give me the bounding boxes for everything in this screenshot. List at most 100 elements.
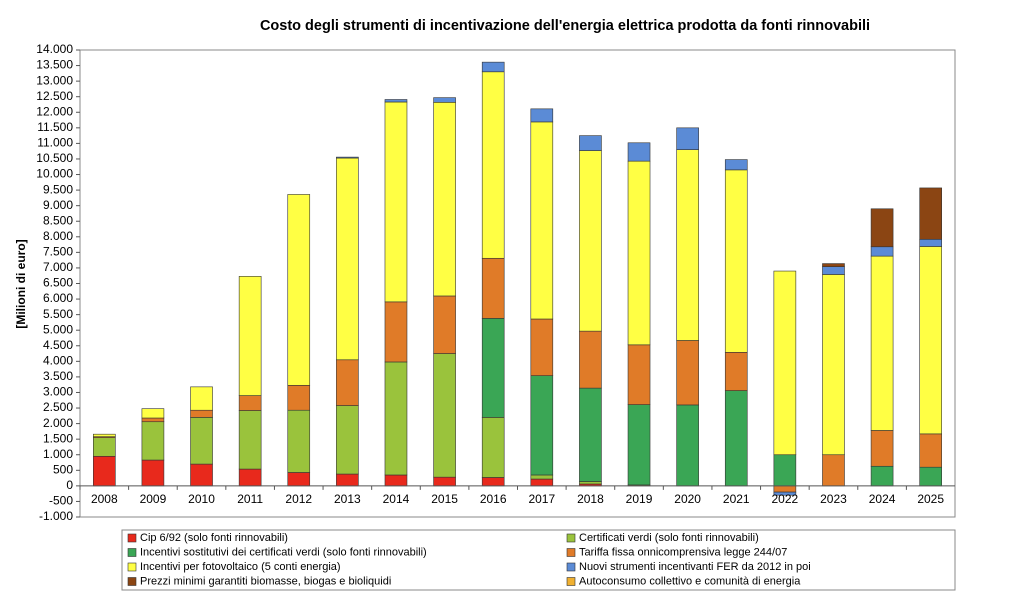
y-tick-label: 4.500: [43, 338, 73, 352]
x-tick-label: 2012: [285, 492, 312, 506]
x-tick-label: 2015: [431, 492, 458, 506]
bar-segment: [822, 274, 845, 456]
legend-swatch: [566, 562, 576, 572]
bar-segment: [822, 263, 845, 267]
bar-segment: [433, 102, 456, 297]
x-tick-label: 2023: [820, 492, 847, 506]
y-tick-label: 3.500: [43, 369, 73, 383]
bar-segment: [238, 468, 262, 487]
y-tick-label: 5.000: [43, 322, 73, 336]
bar-segment: [287, 409, 311, 473]
bar-segment: [238, 276, 262, 396]
bar-segment: [287, 194, 311, 386]
bar-segment: [919, 433, 942, 468]
x-tick-label: 2008: [91, 492, 118, 506]
bar-segment: [773, 454, 797, 487]
y-tick-label: 1.500: [43, 431, 73, 445]
bar-segment: [724, 390, 748, 487]
bar-segment: [530, 318, 554, 376]
y-tick-label: 8.000: [43, 229, 73, 243]
chart-title: Costo degli strumenti di incentivazione …: [260, 18, 870, 34]
legend-label: Incentivi sostitutivi dei certificati ve…: [140, 546, 427, 558]
legend-swatch: [566, 548, 576, 557]
x-tick-label: 2022: [772, 492, 799, 506]
bar-segment: [676, 127, 699, 150]
bar-segment: [579, 330, 602, 389]
x-tick-label: 2020: [674, 492, 701, 506]
y-tick-label: 2.500: [43, 400, 73, 414]
legend-label: Tariffa fissa onnicomprensiva legge 244/…: [579, 546, 787, 558]
bar-segment: [870, 208, 894, 248]
legend-swatch: [127, 533, 137, 543]
legend-label: Incentivi per fotovoltaico (5 conti ener…: [140, 561, 341, 573]
y-tick-label: 9.500: [43, 182, 73, 196]
bar-segment: [579, 481, 602, 485]
bar-segment: [141, 417, 165, 423]
y-tick-label: 2.000: [43, 416, 73, 430]
y-tick-label: 13.500: [36, 58, 73, 72]
bar-segment: [141, 421, 165, 461]
bar-segment: [870, 255, 894, 431]
bar-segment: [919, 187, 942, 240]
legend-box: [121, 529, 956, 591]
bar-segment: [287, 472, 311, 487]
legend-label: Autoconsumo collettivo e comunità di ene…: [579, 575, 801, 587]
bar-segment: [433, 295, 456, 354]
y-tick-label: 1.000: [43, 447, 73, 461]
bar-segment: [190, 463, 213, 487]
bar-segment: [530, 474, 554, 480]
bar-segment: [238, 395, 262, 411]
bar-segment: [93, 433, 116, 437]
y-tick-label: 4.000: [43, 354, 73, 368]
bar-segment: [433, 476, 456, 487]
bar-segment: [579, 135, 602, 151]
bar-segment: [579, 150, 602, 332]
bar-segment: [336, 359, 359, 406]
bar-segment: [190, 409, 213, 418]
bar-segment: [384, 474, 408, 487]
y-tick-label: 0: [66, 478, 73, 492]
legend-swatch: [127, 548, 137, 557]
bar-segment: [822, 266, 845, 275]
y-tick-label: 12.000: [36, 104, 73, 118]
x-tick-label: 2010: [188, 492, 215, 506]
bar-segment: [141, 459, 165, 487]
x-tick-label: 2013: [334, 492, 361, 506]
y-tick-label: 8.500: [43, 213, 73, 227]
x-tick-label: 2021: [723, 492, 750, 506]
bar-segment: [627, 160, 651, 346]
y-tick-label: 11.000: [37, 136, 73, 150]
legend-label: Nuovi strumenti incentivanti FER da 2012…: [579, 561, 811, 573]
legend-swatch: [127, 562, 137, 572]
x-tick-label: 2011: [237, 492, 263, 506]
bar-segment: [530, 108, 554, 123]
bar-segment: [676, 149, 699, 341]
bar-segment: [141, 408, 165, 419]
y-tick-label: 11.500: [37, 120, 73, 134]
bar-segment: [870, 246, 894, 257]
bar-segment: [724, 352, 748, 391]
y-tick-label: 500: [53, 462, 73, 476]
bar-segment: [336, 405, 359, 475]
bar-segment: [481, 61, 505, 73]
bar-segment: [870, 430, 894, 467]
x-tick-label: 2009: [140, 492, 167, 506]
bar-segment: [336, 473, 359, 487]
x-tick-label: 2019: [626, 492, 653, 506]
y-tick-label: 10.000: [36, 167, 73, 181]
y-tick-label: -1.000: [39, 509, 73, 523]
bar-segment: [870, 465, 894, 487]
bar-segment: [384, 101, 408, 303]
bar-segment: [336, 156, 359, 159]
bar-segment: [238, 410, 262, 470]
bar-segment: [190, 386, 213, 411]
bar-segment: [93, 455, 116, 487]
bar-segment: [724, 159, 748, 171]
y-tick-label: 7.500: [43, 245, 73, 259]
x-tick-label: 2017: [528, 492, 555, 506]
legend-swatch: [566, 577, 576, 586]
legend-label: Certificati verdi (solo fonti rinnovabil…: [579, 532, 759, 544]
legend-label: Cip 6/92 (solo fonti rinnovabili): [140, 532, 288, 544]
bar-segment: [481, 71, 505, 259]
